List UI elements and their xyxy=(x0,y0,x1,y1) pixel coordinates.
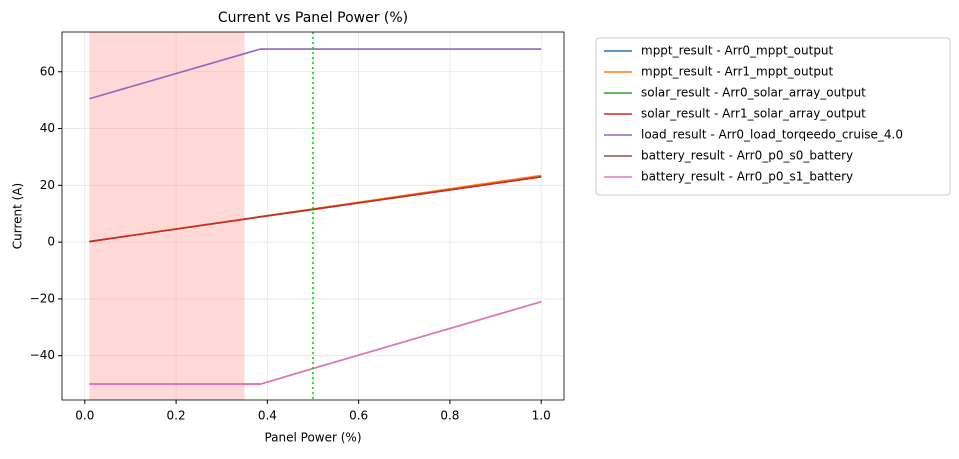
x-tick-label: 0.6 xyxy=(349,409,368,423)
legend-label: load_result - Arr0_load_torqeedo_cruise_… xyxy=(641,128,903,142)
x-tick-label: 0.2 xyxy=(167,409,186,423)
legend-label: solar_result - Arr1_solar_array_output xyxy=(641,107,866,121)
x-axis-label: Panel Power (%) xyxy=(264,431,361,445)
y-tick-label: −40 xyxy=(30,348,55,362)
y-tick-label: 0 xyxy=(47,235,55,249)
y-tick-label: 60 xyxy=(40,64,55,78)
legend-label: solar_result - Arr0_solar_array_output xyxy=(641,86,866,100)
y-tick-label: 20 xyxy=(40,178,55,192)
y-axis-label: Current (A) xyxy=(11,183,25,249)
legend-label: battery_result - Arr0_p0_s0_battery xyxy=(641,149,853,163)
x-tick-label: 0.0 xyxy=(75,409,94,423)
y-tick-label: −20 xyxy=(30,291,55,305)
legend-label: mppt_result - Arr0_mppt_output xyxy=(641,44,834,58)
plot-frame xyxy=(61,31,565,401)
x-tick-label: 0.8 xyxy=(440,409,459,423)
series-line xyxy=(89,300,542,385)
series-line xyxy=(89,176,542,243)
x-tick-label: 0.4 xyxy=(258,409,277,423)
legend-box xyxy=(595,37,951,196)
legend-label: mppt_result - Arr1_mppt_output xyxy=(641,65,834,79)
y-tick-label: 40 xyxy=(40,121,55,135)
legend-label: battery_result - Arr0_p0_s1_battery xyxy=(641,170,853,184)
series-line xyxy=(89,48,542,100)
chart-title: Current vs Panel Power (%) xyxy=(218,10,408,26)
x-tick-label: 1.0 xyxy=(532,409,551,423)
shaded-span xyxy=(89,32,245,400)
